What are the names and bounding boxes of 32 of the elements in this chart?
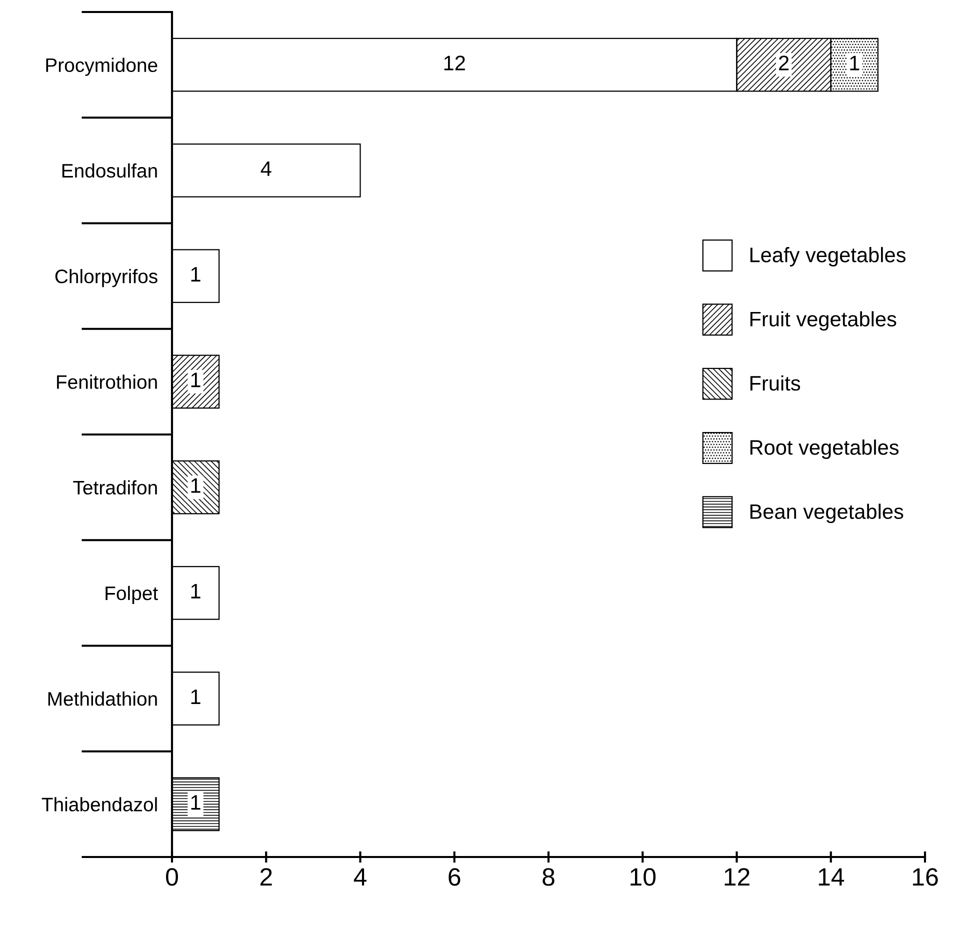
- legend-label: Root vegetables: [750, 440, 899, 459]
- data-label: 1: [850, 56, 860, 70]
- y-tick-label: Tetradifon: [73, 480, 157, 495]
- data-label: 1: [191, 267, 200, 282]
- y-tick-label: Thiabendazol: [42, 797, 157, 812]
- y-tick-label: Endosulfan: [62, 163, 157, 178]
- data-label: 4: [260, 161, 272, 176]
- x-tick-label: 16: [913, 868, 938, 886]
- legend-label: Bean vegetables: [750, 504, 904, 524]
- data-label: 1: [191, 478, 200, 493]
- y-tick-label: Chlorpyrifos: [55, 269, 158, 288]
- x-tick-label: 2: [260, 868, 272, 886]
- data-label: 1: [191, 584, 200, 598]
- x-tick-label: 12: [724, 868, 750, 886]
- x-tick-label: 8: [542, 868, 554, 886]
- y-tick-label: Procymidone: [46, 58, 158, 76]
- data-label: 1: [191, 372, 200, 388]
- x-tick-label: 4: [354, 868, 366, 886]
- x-tick-label: 6: [448, 868, 460, 886]
- legend-label: Leafy vegetables: [750, 247, 906, 266]
- data-label: 12: [444, 56, 465, 70]
- data-label: 2: [779, 56, 789, 70]
- y-tick-label: Methidathion: [48, 692, 157, 706]
- y-tick-label: Folpet: [106, 586, 158, 604]
- data-label: 1: [191, 795, 200, 810]
- x-tick-label: 10: [630, 868, 656, 886]
- legend-label: Fruits: [750, 375, 800, 391]
- x-tick-label: 14: [818, 868, 844, 886]
- y-tick-label: Fenitrothion: [57, 374, 157, 389]
- data-label: 1: [191, 690, 200, 704]
- legend-label: Fruit vegetables: [750, 311, 896, 331]
- x-tick-label: 0: [166, 868, 178, 886]
